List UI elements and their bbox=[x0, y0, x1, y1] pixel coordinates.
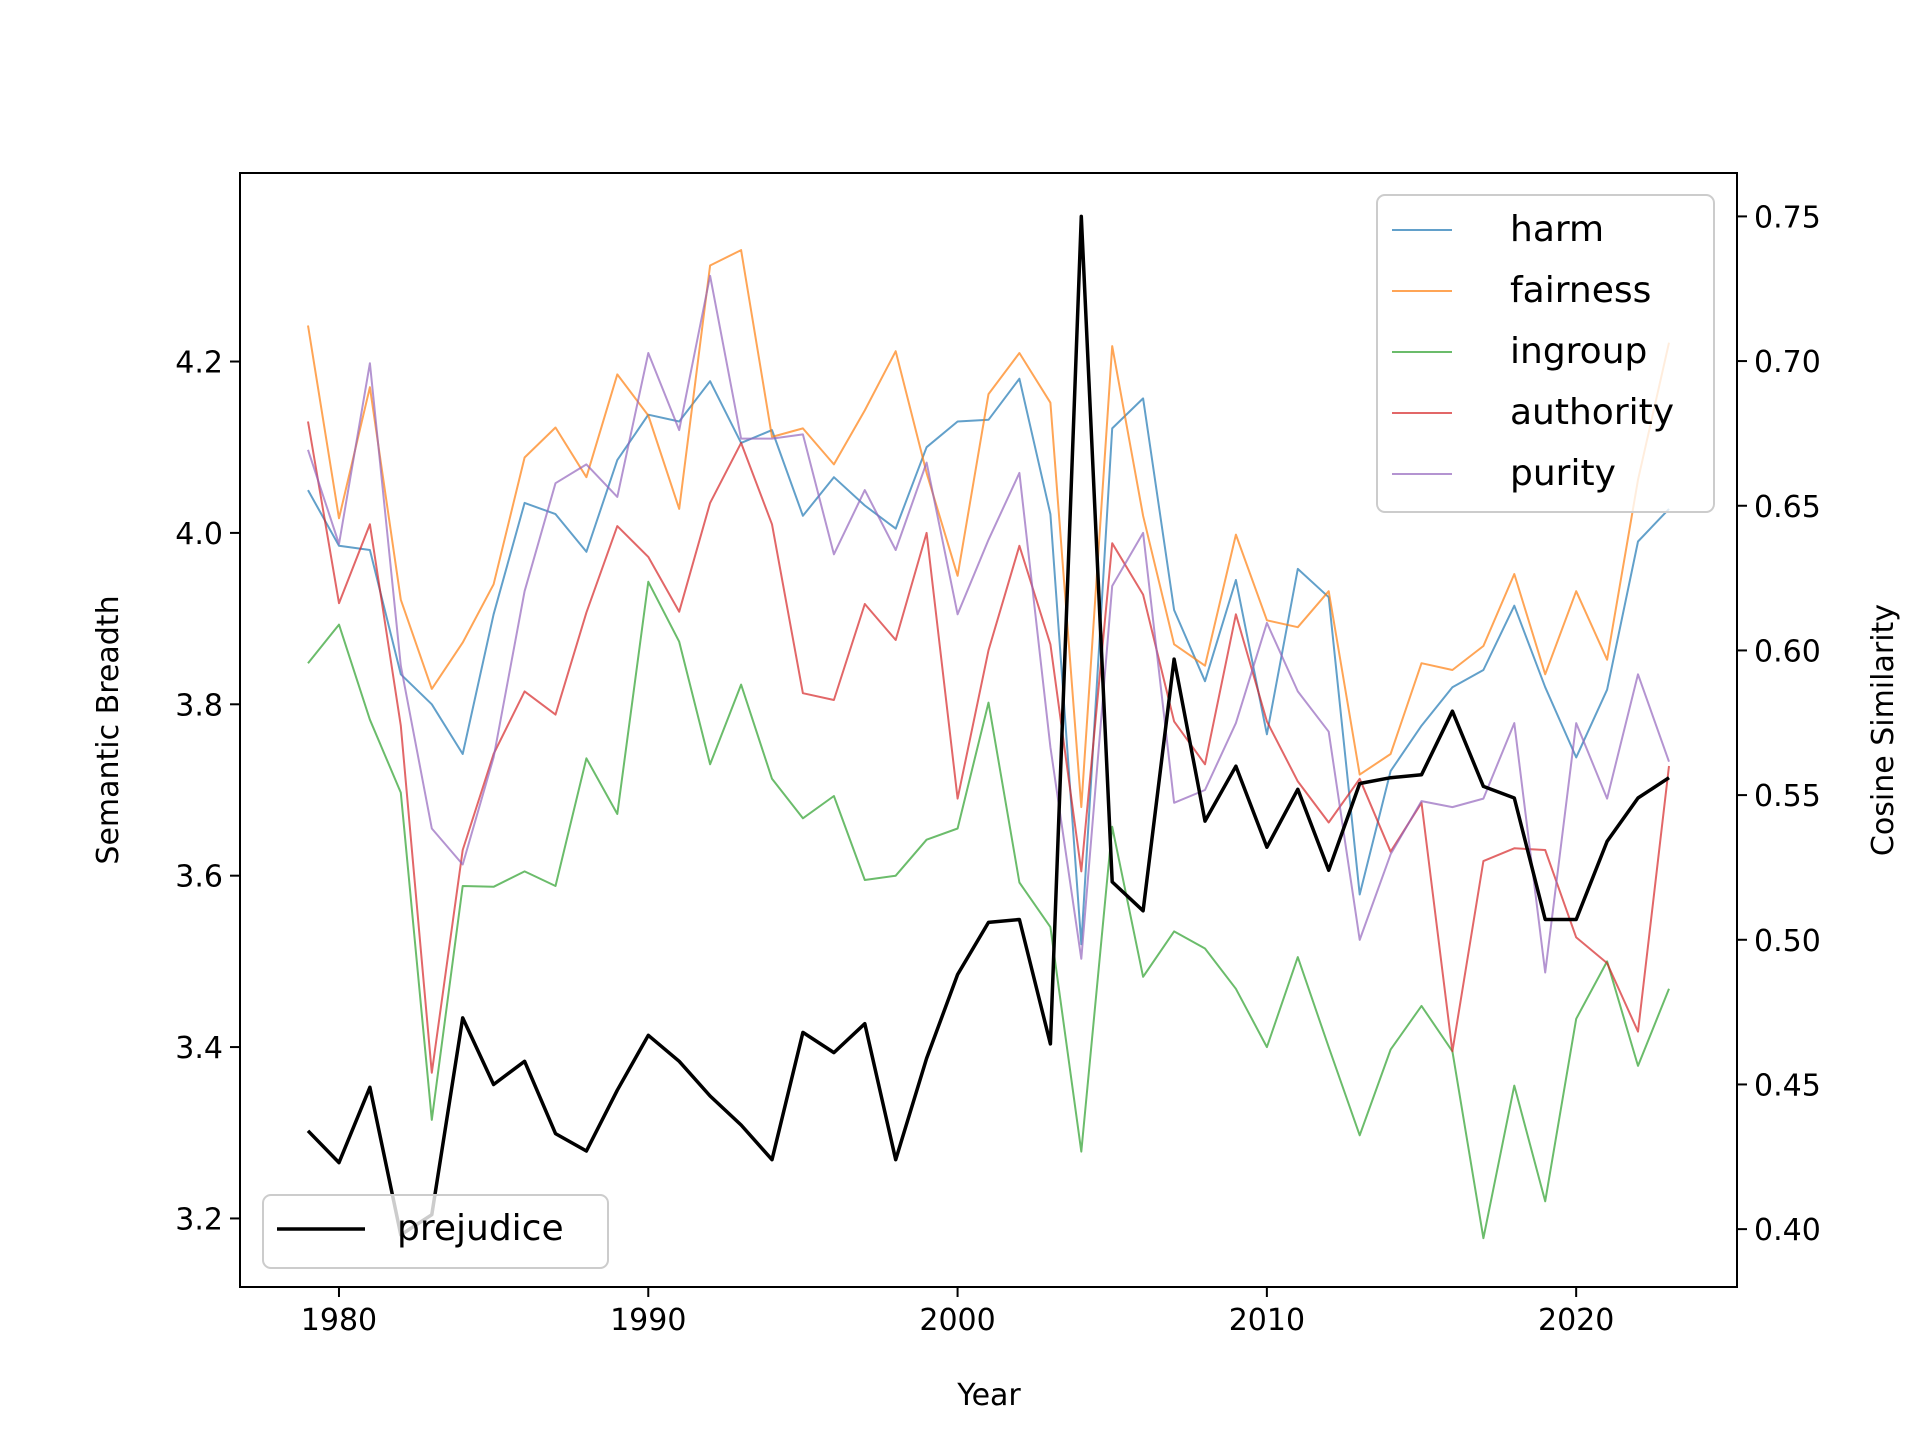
series-line-purity bbox=[307, 274, 1670, 974]
y-right-tick-label: 0.60 bbox=[1754, 634, 1821, 669]
plot-frame bbox=[239, 172, 1738, 1288]
y-right-tick-label: 0.70 bbox=[1754, 345, 1821, 380]
series-line-authority bbox=[307, 421, 1670, 1074]
legend-label-fairness: fairness bbox=[1510, 270, 1651, 311]
y-left-tick-label: 3.8 bbox=[175, 688, 223, 723]
y-left-tick-label: 3.2 bbox=[175, 1202, 223, 1237]
series-line-ingroup bbox=[307, 580, 1670, 1240]
series-line-fairness bbox=[307, 249, 1670, 809]
x-tick-label: 2020 bbox=[1538, 1303, 1614, 1338]
y-left-tick-label: 3.6 bbox=[175, 860, 223, 895]
x-tick-label: 2010 bbox=[1229, 1303, 1305, 1338]
y-left-tick-label: 4.0 bbox=[175, 517, 223, 552]
legend-label-purity: purity bbox=[1510, 453, 1616, 494]
x-axis: 1980 1990 2000 2010 2020 bbox=[301, 1287, 1614, 1338]
series-line-harm bbox=[307, 377, 1670, 946]
x-tick-label: 1990 bbox=[610, 1303, 686, 1338]
y-right-tick-label: 0.75 bbox=[1754, 200, 1821, 235]
y-left-tick-label: 3.4 bbox=[175, 1031, 223, 1066]
legend-label-ingroup: ingroup bbox=[1510, 331, 1647, 372]
y-right-tick-label: 0.55 bbox=[1754, 779, 1821, 814]
legend-label-harm: harm bbox=[1510, 209, 1604, 250]
series-group bbox=[306, 214, 1670, 1240]
legend-prejudice: prejudice bbox=[262, 1194, 609, 1269]
legend-label-authority: authority bbox=[1510, 392, 1674, 433]
y-right-tick-label: 0.50 bbox=[1754, 924, 1821, 959]
y-axis-right-label: Cosine Similarity bbox=[1866, 604, 1901, 856]
y-axis-left: 3.2 3.4 3.6 3.8 4.0 4.2 bbox=[175, 346, 240, 1237]
x-tick-label: 1980 bbox=[301, 1303, 377, 1338]
x-axis-label: Year bbox=[956, 1378, 1021, 1413]
x-tick-label: 2000 bbox=[919, 1303, 995, 1338]
y-right-tick-label: 0.65 bbox=[1754, 490, 1821, 525]
y-axis-right: 0.40 0.45 0.50 0.55 0.60 0.65 0.70 0.75 bbox=[1737, 200, 1821, 1248]
y-right-tick-label: 0.40 bbox=[1754, 1213, 1821, 1248]
legend-frame bbox=[1376, 194, 1715, 513]
y-left-tick-label: 4.2 bbox=[175, 346, 223, 381]
series-line-prejudice bbox=[306, 214, 1670, 1237]
y-axis-left-label: Semantic Breadth bbox=[91, 595, 126, 864]
legend-frame bbox=[262, 1194, 609, 1269]
legend-moral-foundations: harm fairness ingroup authority purity bbox=[1376, 194, 1715, 513]
legend-label-prejudice: prejudice bbox=[397, 1208, 564, 1249]
y-right-tick-label: 0.45 bbox=[1754, 1068, 1821, 1103]
